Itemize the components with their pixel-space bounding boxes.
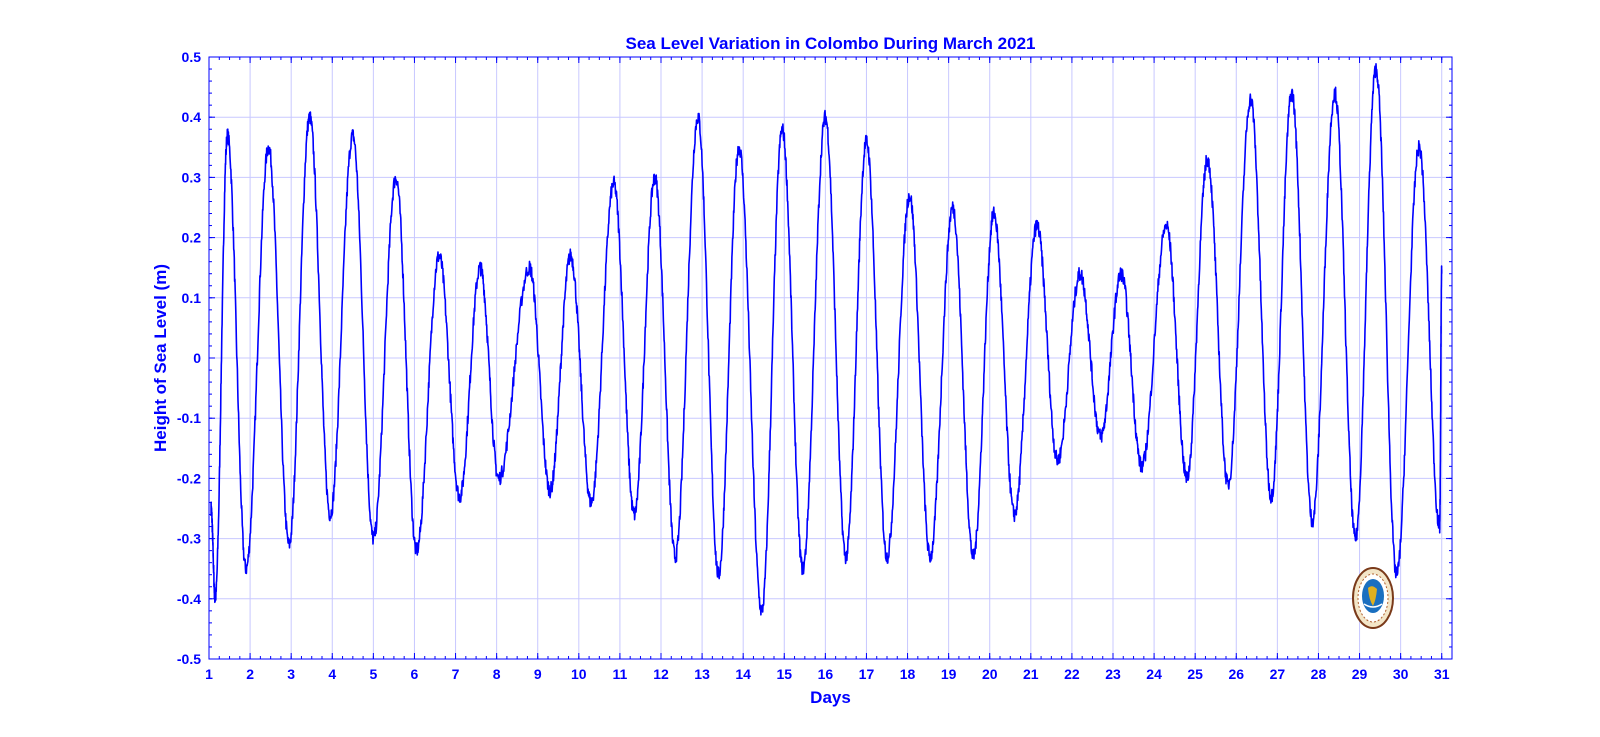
y-tick-label: -0.1: [177, 410, 201, 426]
x-tick-label: 2: [246, 666, 254, 682]
y-tick-label: -0.4: [177, 591, 201, 607]
tick-marks: [208, 56, 1453, 660]
y-tick-label: -0.2: [177, 470, 201, 486]
x-tick-label: 8: [493, 666, 501, 682]
x-tick-label: 28: [1311, 666, 1327, 682]
x-tick-label: 26: [1228, 666, 1244, 682]
x-tick-label: 18: [900, 666, 916, 682]
x-tick-label: 21: [1023, 666, 1039, 682]
x-tick-label: 14: [735, 666, 751, 682]
x-tick-label: 22: [1064, 666, 1080, 682]
x-axis-label: Days: [810, 688, 851, 707]
x-tick-label: 6: [411, 666, 419, 682]
x-tick-label: 12: [653, 666, 669, 682]
y-tick-label: 0.1: [182, 290, 202, 306]
x-tick-label: 20: [982, 666, 998, 682]
x-tick-label: 24: [1146, 666, 1162, 682]
y-tick-label: -0.3: [177, 531, 201, 547]
x-tick-label: 10: [571, 666, 587, 682]
x-tick-label: 19: [941, 666, 957, 682]
y-tick-label: 0.5: [182, 49, 202, 65]
data-series-layer: [210, 63, 1443, 616]
y-tick-label: 0.4: [182, 109, 202, 125]
x-tick-label: 25: [1187, 666, 1203, 682]
x-tick-label: 27: [1270, 666, 1286, 682]
y-tick-label: 0.2: [182, 230, 202, 246]
tick-labels: 1 2 3 4 5 6 7 8 9 10 11 12 13 14 15 16 17 18 19 20 21 22 23 24 2…: [177, 49, 1450, 682]
x-tick-label: 29: [1352, 666, 1368, 682]
x-tick-label: 16: [818, 666, 834, 682]
y-tick-label: 0.3: [182, 169, 202, 185]
x-tick-label: 3: [287, 666, 295, 682]
x-tick-label: 15: [776, 666, 792, 682]
y-tick-label: 0: [193, 350, 201, 366]
x-tick-label: 30: [1393, 666, 1409, 682]
y-axis-label: Height of Sea Level (m): [151, 264, 170, 452]
x-tick-label: 23: [1105, 666, 1121, 682]
x-tick-label: 5: [369, 666, 377, 682]
x-tick-label: 13: [694, 666, 710, 682]
y-tick-label: -0.5: [177, 651, 201, 667]
institution-logo-icon: [1352, 567, 1394, 629]
x-tick-label: 11: [613, 666, 628, 682]
x-tick-label: 31: [1434, 666, 1450, 682]
sea-level-line: [210, 63, 1443, 616]
chart-title: Sea Level Variation in Colombo During Ma…: [625, 34, 1035, 53]
x-tick-label: 9: [534, 666, 542, 682]
x-tick-label: 1: [205, 666, 213, 682]
x-tick-label: 7: [452, 666, 460, 682]
x-tick-label: 4: [328, 666, 336, 682]
x-tick-label: 17: [859, 666, 875, 682]
